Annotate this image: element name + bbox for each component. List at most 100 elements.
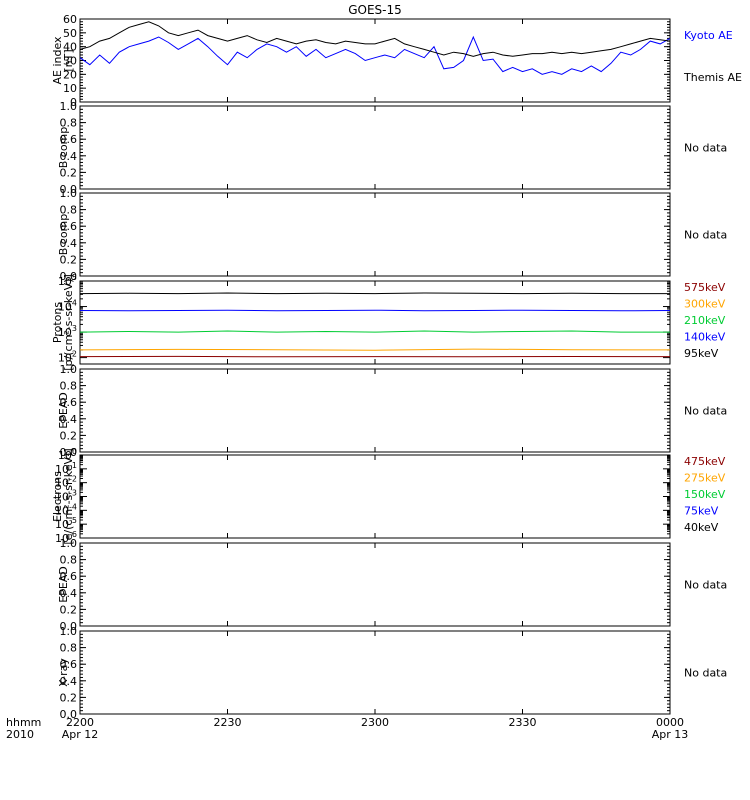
x-tick-date: Apr 12 [62, 728, 99, 741]
tick-base: 10 [55, 491, 69, 504]
panel-frame [79, 18, 671, 103]
legend-entry: 75keV [684, 505, 719, 518]
panel-frame [79, 192, 671, 277]
y-tick-label: 0.8 [60, 642, 78, 655]
no-data-label: No data [684, 229, 727, 242]
y-tick-label: 104 [58, 299, 77, 314]
y-tick-label: 0.6 [60, 396, 78, 409]
legend-entry: 40keV [684, 521, 719, 534]
tick-exponent: 5 [72, 273, 77, 282]
no-data-label: No data [684, 142, 727, 155]
y-tick-label: 1.0 [60, 187, 78, 200]
series-line-95kev [80, 292, 670, 295]
panel-frame [79, 368, 671, 453]
y-tick-label: 10-3 [55, 489, 77, 504]
legend-entry: 275keV [684, 472, 726, 485]
y-tick-label: 0.2 [60, 253, 78, 266]
series-line-themis-ae [80, 21, 670, 57]
y-tick-label: 0.6 [60, 133, 78, 146]
y-tick-label: 10-5 [55, 516, 77, 531]
y-axis-label: Electrons [51, 471, 64, 522]
legend-entry: Kyoto AE [684, 29, 733, 42]
panel-b1: 0.0 0.2 0.4 0.6 0.8 1.0 B comp No data [57, 100, 727, 196]
y-tick-label: 10-6 [55, 530, 77, 545]
y-tick-label: 0.4 [60, 675, 78, 688]
y-tick-label: 50 [63, 27, 77, 40]
panel-frame [79, 542, 671, 627]
series-line-kyoto-ae [80, 35, 670, 75]
y-tick-label: 100 [58, 447, 77, 462]
series-line-210kev [80, 330, 670, 333]
tick-exponent: -4 [69, 502, 77, 511]
y-tick-label: 10-2 [55, 475, 77, 490]
y-axis-label: Protons [51, 302, 64, 343]
legend-entry: 475keV [684, 455, 726, 468]
y-tick-label: 30 [63, 55, 77, 68]
y-axis-units: [e/(cm²-s-sr-keV)] [62, 448, 75, 544]
y-tick-label: 10-4 [55, 502, 77, 517]
y-tick-label: 0.4 [60, 413, 78, 426]
legend-entry: 95keV [684, 347, 719, 360]
tick-exponent: -3 [69, 489, 77, 498]
series-line-140kev [80, 309, 670, 312]
y-tick-label: 60 [63, 13, 77, 26]
legend-entry: 575keV [684, 281, 726, 294]
y-tick-label: 1.0 [60, 625, 78, 638]
tick-exponent: -6 [69, 530, 77, 539]
series-line-300kev [80, 348, 670, 351]
tick-base: 10 [55, 532, 69, 545]
y-tick-label: 0.2 [60, 166, 78, 179]
x-tick-date: Apr 13 [652, 728, 689, 741]
y-tick-label: 10-1 [55, 461, 77, 476]
y-tick-label: 1.0 [60, 100, 78, 113]
y-axis-label: EPEAD [57, 392, 70, 429]
tick-base: 10 [58, 352, 72, 365]
legend-entry: 300keV [684, 298, 726, 311]
y-tick-label: 0.0 [60, 620, 78, 633]
tick-base: 10 [55, 463, 69, 476]
panel-b2: 0.0 0.2 0.4 0.6 0.8 1.0 B comp No data [57, 187, 727, 283]
legend-entry: Themis AE [683, 71, 742, 84]
y-axis-label: B comp [57, 127, 70, 169]
y-tick-label: 0.0 [60, 708, 78, 721]
y-axis-label: X-ray [57, 658, 70, 687]
y-tick-label: 0.0 [60, 446, 78, 459]
y-tick-label: 0.2 [60, 691, 78, 704]
tick-exponent: 4 [72, 299, 77, 308]
legend-entry: 140keV [684, 331, 726, 344]
panel-epead2: 0.0 0.2 0.4 0.6 0.8 1.0 EPEAD No data [57, 537, 727, 633]
time-row-label-year: 2010 [6, 728, 34, 741]
x-tick-label: 2230 [214, 716, 242, 729]
y-axis-units: [nT] [62, 49, 75, 71]
panel-electrons: 10-610-510-410-310-210-1100Electrons[e/(… [51, 447, 726, 545]
tick-base: 10 [58, 326, 72, 339]
y-tick-label: 0.4 [60, 237, 78, 250]
y-tick-label: 0.0 [60, 183, 78, 196]
y-axis-label: AE index [51, 36, 64, 85]
y-tick-label: 0.2 [60, 429, 78, 442]
panel-frame [79, 630, 671, 715]
y-tick-label: 0.6 [60, 570, 78, 583]
tick-exponent: -1 [69, 461, 77, 470]
legend-entry: 150keV [684, 488, 726, 501]
y-tick-label: 0.6 [60, 220, 78, 233]
x-tick-label: 2330 [509, 716, 537, 729]
panel-frame [79, 454, 671, 539]
plot-title: GOES-15 [348, 3, 402, 17]
y-tick-label: 20 [63, 68, 77, 81]
legend-entry: 210keV [684, 314, 726, 327]
no-data-label: No data [684, 667, 727, 680]
tick-base: 10 [55, 504, 69, 517]
tick-exponent: 3 [72, 324, 77, 333]
tick-base: 10 [58, 275, 72, 288]
y-tick-label: 102 [58, 350, 77, 365]
y-tick-label: 0 [70, 96, 77, 109]
panel-xray: 0.0 0.2 0.4 0.6 0.8 1.0 X-ray No data [57, 625, 727, 721]
x-tick-label: 2200 [66, 716, 94, 729]
y-axis-units: [p/(cm²-s-sr-keV)] [62, 274, 75, 371]
y-tick-label: 0.4 [60, 150, 78, 163]
y-tick-label: 0.8 [60, 554, 78, 567]
no-data-label: No data [684, 579, 727, 592]
